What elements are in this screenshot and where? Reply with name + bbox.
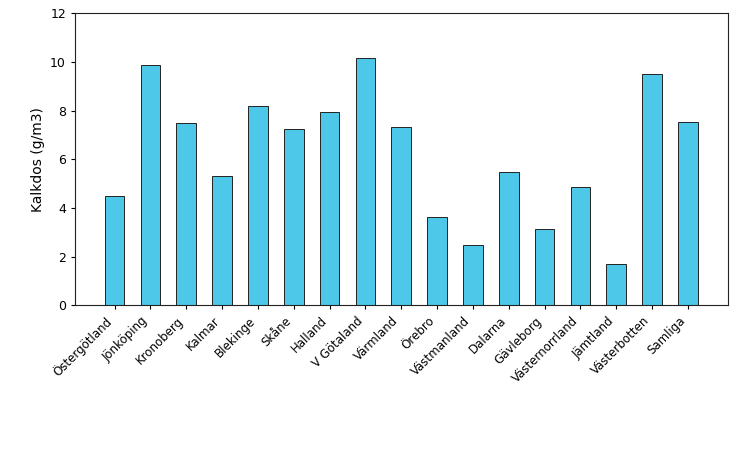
Bar — [463, 245, 483, 305]
Y-axis label: Kalkdos (g/m3): Kalkdos (g/m3) — [31, 107, 44, 212]
Bar — [105, 196, 125, 305]
Bar — [176, 123, 196, 305]
Bar — [392, 127, 411, 305]
Bar — [642, 74, 662, 305]
Bar — [356, 58, 375, 305]
Bar — [535, 229, 554, 305]
Bar — [678, 122, 698, 305]
Bar — [320, 112, 340, 305]
Bar — [427, 216, 447, 305]
Bar — [607, 264, 626, 305]
Bar — [284, 129, 304, 305]
Bar — [571, 187, 590, 305]
Bar — [499, 172, 519, 305]
Bar — [212, 176, 232, 305]
Bar — [140, 65, 160, 305]
Bar — [248, 106, 268, 305]
